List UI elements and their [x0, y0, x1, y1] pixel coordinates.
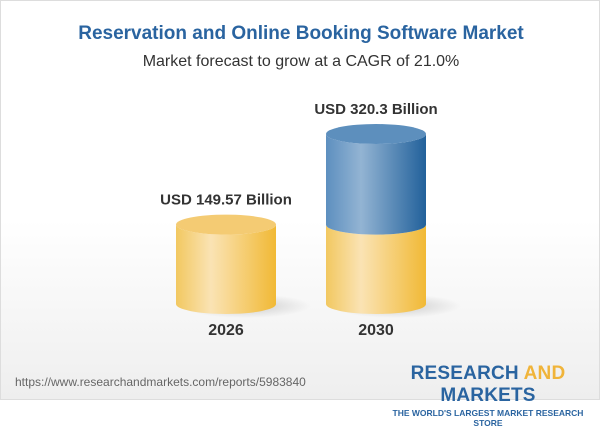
category-label: 2026 — [208, 322, 244, 339]
bar-2030-base — [326, 224, 426, 314]
data-label: USD 149.57 Billion — [160, 192, 292, 209]
data-label: USD 320.3 Billion — [314, 101, 437, 118]
bar-2026 — [176, 224, 276, 314]
category-label: 2030 — [358, 322, 394, 339]
bar-2030-growth — [326, 134, 426, 235]
cylinder-chart: USD 149.57 Billion 2026 USD 320.3 Billion 2… — [160, 101, 461, 339]
chart-subtitle: Market forecast to grow at a CAGR of 21.… — [142, 53, 460, 70]
bar-2030-growth-top — [326, 124, 426, 144]
chart-title: Reservation and Online Booking Software … — [78, 23, 524, 44]
research-and-markets-logo: RESEARCH AND MARKETS THE WORLD'S LARGEST… — [392, 363, 584, 428]
bar-2026-top — [176, 214, 276, 235]
source-url[interactable]: https://www.researchandmarkets.com/repor… — [15, 375, 306, 389]
